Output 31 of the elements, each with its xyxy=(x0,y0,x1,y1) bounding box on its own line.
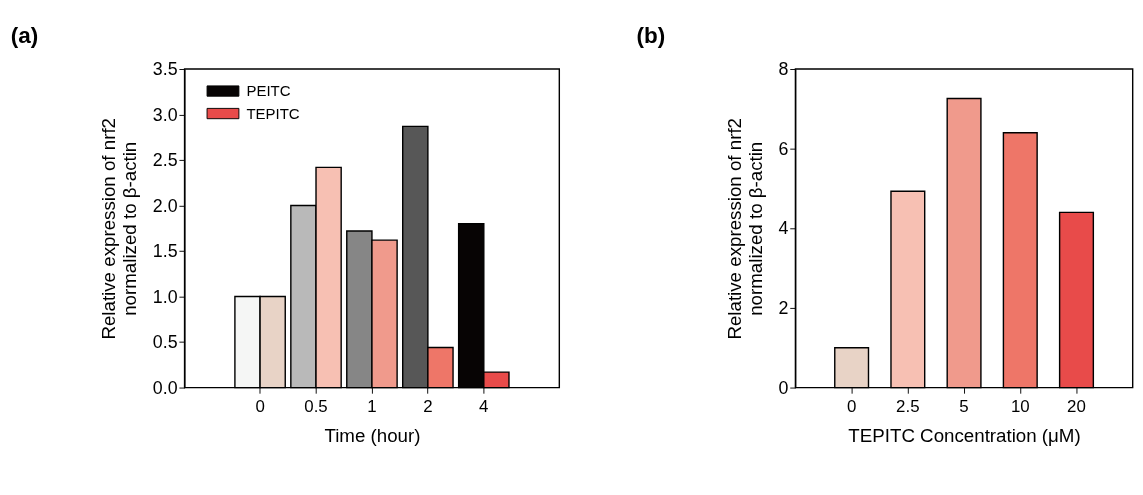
x-tick-label: 0.5 xyxy=(304,397,328,417)
y-tick-label: 0.5 xyxy=(152,332,178,353)
y-tick-label: 1.5 xyxy=(152,241,178,262)
x-tick-label: 0 xyxy=(255,397,265,417)
y-tick-label: 0.0 xyxy=(152,377,178,398)
y-tick-label: 3.5 xyxy=(152,59,178,80)
x-axis-title: Time (hour) xyxy=(324,425,421,447)
x-tick-label: 2 xyxy=(423,397,433,417)
y-tick-label: 4 xyxy=(778,218,789,239)
x-tick-label: 5 xyxy=(959,397,969,417)
x-axis-title: TEPITC Concentration (μM) xyxy=(848,425,1081,447)
chart-title: (a) xyxy=(10,22,39,48)
y-tick-label: 2.5 xyxy=(152,150,178,171)
y-axis-title: Relative expression of nrf2 normalized to β-actin xyxy=(98,117,140,340)
x-tick-label: 4 xyxy=(479,397,489,417)
y-tick-label: 8 xyxy=(778,59,789,80)
x-tick-label: 20 xyxy=(1067,397,1086,417)
legend-label: TEPITC xyxy=(246,104,300,122)
y-axis-title: Relative expression of nrf2 normalized to β-actin xyxy=(724,117,766,340)
y-tick-label: 3.0 xyxy=(152,104,178,125)
legend-label: PEITC xyxy=(246,82,291,100)
y-tick-label: 1.0 xyxy=(152,286,178,307)
y-tick-label: 2.0 xyxy=(152,195,178,216)
chart-title: (b) xyxy=(636,22,666,48)
y-tick-label: 2 xyxy=(778,298,789,319)
y-tick-label: 6 xyxy=(778,138,789,159)
x-tick-label: 1 xyxy=(367,397,377,417)
x-tick-label: 2.5 xyxy=(896,397,920,417)
x-tick-label: 0 xyxy=(846,397,857,417)
y-tick-label: 0 xyxy=(778,377,789,398)
x-tick-label: 10 xyxy=(1010,397,1030,417)
